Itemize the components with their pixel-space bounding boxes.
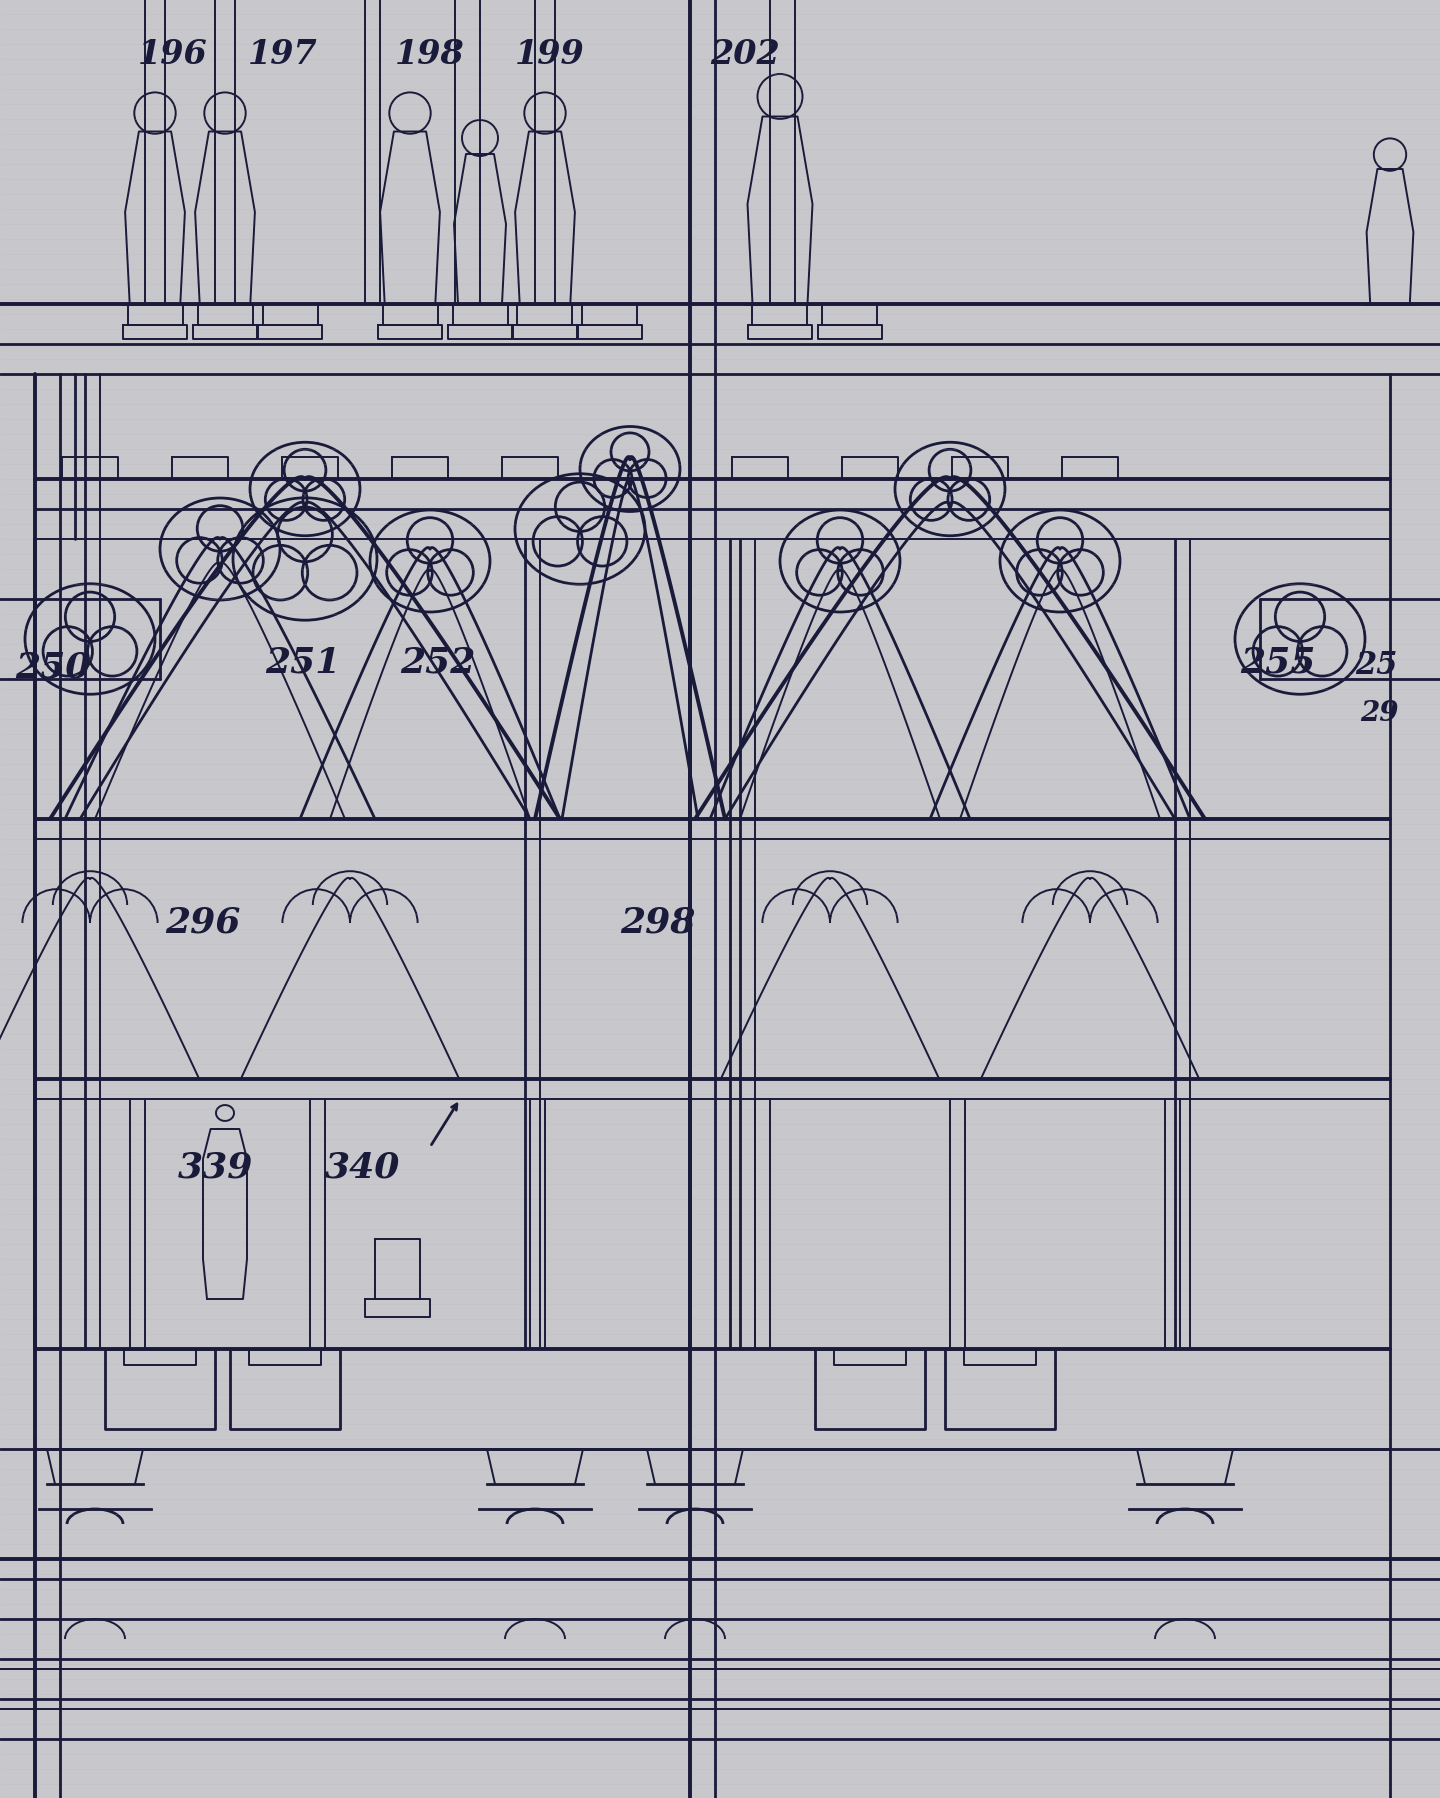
Text: 25: 25 — [1355, 649, 1397, 681]
Text: 202: 202 — [710, 38, 779, 70]
Text: 198: 198 — [395, 38, 465, 70]
Text: 339: 339 — [179, 1149, 253, 1183]
Text: 196: 196 — [138, 38, 207, 70]
Text: 296: 296 — [166, 904, 240, 939]
Text: 251: 251 — [265, 645, 340, 678]
Text: 298: 298 — [621, 904, 696, 939]
Text: 199: 199 — [516, 38, 585, 70]
Text: 250: 250 — [14, 649, 91, 683]
Text: 252: 252 — [400, 645, 475, 678]
Text: 29: 29 — [1359, 699, 1398, 726]
Text: 340: 340 — [325, 1149, 400, 1183]
Text: 255: 255 — [1240, 645, 1315, 678]
Text: 197: 197 — [248, 38, 318, 70]
